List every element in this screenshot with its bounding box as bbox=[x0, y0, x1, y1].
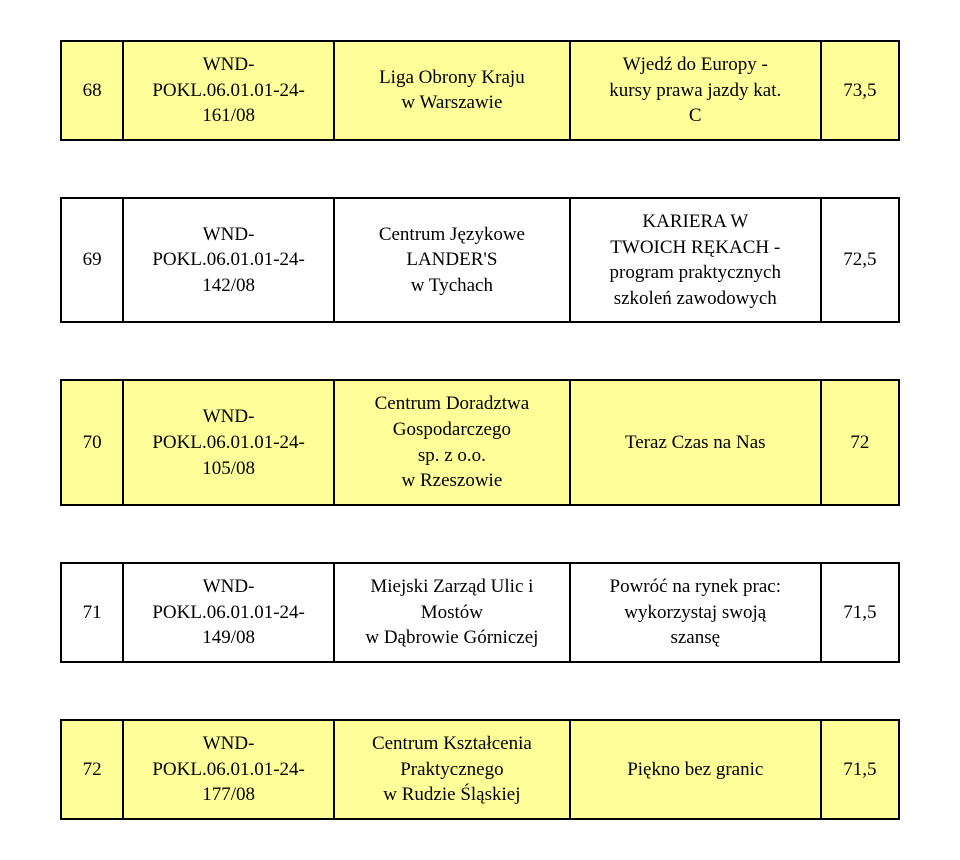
cell-desc: Powróć na rynek prac:wykorzystaj swojąsz… bbox=[570, 563, 821, 662]
cell-num: 72 bbox=[61, 720, 123, 819]
row-gap bbox=[61, 662, 899, 720]
cell-desc: Teraz Czas na Nas bbox=[570, 380, 821, 505]
cell-org: Centrum DoradztwaGospodarczegosp. z o.o.… bbox=[334, 380, 570, 505]
row-gap bbox=[61, 322, 899, 380]
cell-score: 72,5 bbox=[821, 198, 899, 323]
cell-score: 72 bbox=[821, 380, 899, 505]
table-row: 70WND-POKL.06.01.01-24-105/08Centrum Dor… bbox=[61, 380, 899, 505]
data-table: 68WND-POKL.06.01.01-24-161/08Liga Obrony… bbox=[60, 40, 900, 820]
cell-code: WND-POKL.06.01.01-24-149/08 bbox=[123, 563, 334, 662]
table-row: 68WND-POKL.06.01.01-24-161/08Liga Obrony… bbox=[61, 41, 899, 140]
table-row: 69WND-POKL.06.01.01-24-142/08Centrum Jęz… bbox=[61, 198, 899, 323]
cell-score: 73,5 bbox=[821, 41, 899, 140]
cell-code: WND-POKL.06.01.01-24-161/08 bbox=[123, 41, 334, 140]
cell-org: Miejski Zarząd Ulic iMostóww Dąbrowie Gó… bbox=[334, 563, 570, 662]
cell-score: 71,5 bbox=[821, 720, 899, 819]
cell-desc: Wjedź do Europy -kursy prawa jazdy kat.C bbox=[570, 41, 821, 140]
cell-num: 69 bbox=[61, 198, 123, 323]
cell-num: 71 bbox=[61, 563, 123, 662]
row-gap bbox=[61, 505, 899, 563]
cell-code: WND-POKL.06.01.01-24-177/08 bbox=[123, 720, 334, 819]
cell-desc: KARIERA WTWOICH RĘKACH -program praktycz… bbox=[570, 198, 821, 323]
table-row: 72WND-POKL.06.01.01-24-177/08Centrum Ksz… bbox=[61, 720, 899, 819]
cell-score: 71,5 bbox=[821, 563, 899, 662]
cell-desc: Piękno bez granic bbox=[570, 720, 821, 819]
cell-num: 70 bbox=[61, 380, 123, 505]
cell-org: Centrum KształceniaPraktycznegow Rudzie … bbox=[334, 720, 570, 819]
cell-org: Centrum JęzykoweLANDER'Sw Tychach bbox=[334, 198, 570, 323]
cell-org: Liga Obrony Krajuw Warszawie bbox=[334, 41, 570, 140]
row-gap bbox=[61, 140, 899, 198]
table-row: 71WND-POKL.06.01.01-24-149/08Miejski Zar… bbox=[61, 563, 899, 662]
cell-num: 68 bbox=[61, 41, 123, 140]
cell-code: WND-POKL.06.01.01-24-142/08 bbox=[123, 198, 334, 323]
cell-code: WND-POKL.06.01.01-24-105/08 bbox=[123, 380, 334, 505]
